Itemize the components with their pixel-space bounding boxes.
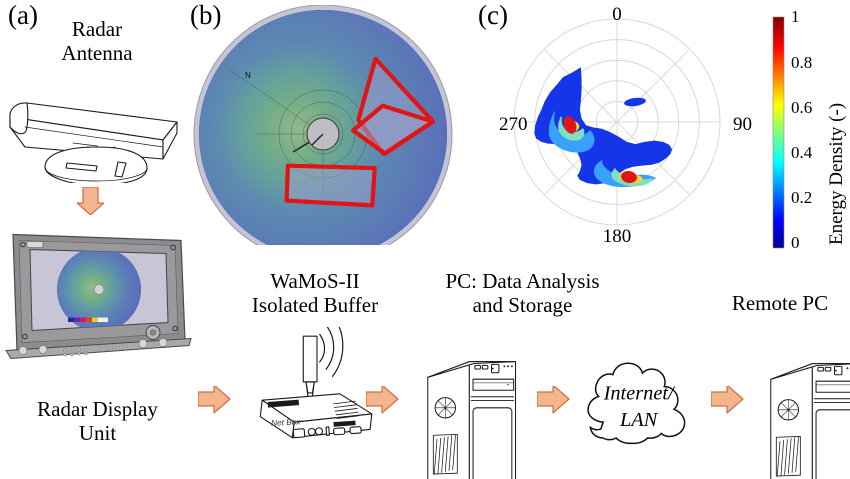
svg-text:1: 1 bbox=[791, 7, 800, 26]
svg-text:Energy Density (-): Energy Density (-) bbox=[826, 103, 847, 245]
svg-text:0.8: 0.8 bbox=[791, 53, 812, 72]
svg-text:0.4: 0.4 bbox=[791, 143, 813, 162]
svg-text:Internet/: Internet/ bbox=[603, 382, 676, 404]
svg-text:270: 270 bbox=[499, 114, 528, 135]
svg-text:0.2: 0.2 bbox=[791, 188, 812, 207]
svg-text:LAN: LAN bbox=[619, 409, 659, 431]
svg-text:90: 90 bbox=[733, 114, 752, 135]
svg-text:N: N bbox=[245, 71, 251, 80]
svg-text:0: 0 bbox=[612, 4, 622, 25]
svg-text:180: 180 bbox=[603, 226, 632, 247]
svg-text:0: 0 bbox=[791, 233, 800, 252]
svg-text:0.6: 0.6 bbox=[791, 98, 812, 117]
svg-text:Net Box: Net Box bbox=[271, 417, 302, 428]
